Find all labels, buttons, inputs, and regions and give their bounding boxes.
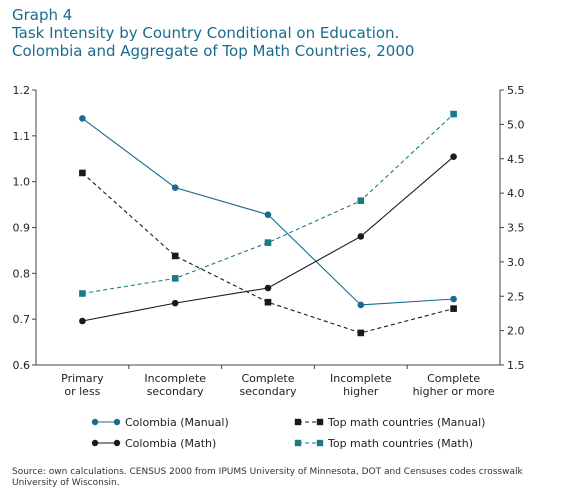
- data-point-colombia-manual: [171, 184, 179, 191]
- y-left-tick-label: 0.6: [13, 359, 31, 372]
- x-tick-label: Incomplete: [144, 372, 206, 385]
- y-right-tick-label: 3.5: [507, 222, 525, 235]
- y-right-tick-label: 4.0: [507, 187, 525, 200]
- y-left-tick-label: 1.2: [13, 84, 31, 97]
- data-point-colombia-manual: [79, 115, 86, 122]
- legend-marker-colombia-manual: [91, 418, 99, 426]
- x-tick-label: Incomplete: [330, 372, 392, 385]
- legend-label-colombia-math: Colombia (Math): [125, 437, 216, 450]
- data-point-top-math-countries-math: [171, 275, 179, 282]
- chart-title-line-1: Task Intensity by Country Conditional on…: [12, 24, 400, 42]
- series-line-colombia-math: [82, 156, 454, 322]
- source-note: Source: own calculations. CENSUS 2000 fr…: [12, 467, 523, 488]
- y-left-tick-label: 1.0: [13, 176, 31, 189]
- y-right-tick-label: 2.0: [507, 325, 525, 338]
- series-line-top-math-countries-manual: [82, 172, 454, 334]
- x-tick-label: higher: [343, 385, 379, 398]
- data-point-colombia-manual: [264, 211, 272, 218]
- y-right-tick-label: 3.0: [507, 256, 525, 269]
- x-tick-label: Complete: [427, 372, 480, 385]
- x-tick-label: higher or more: [413, 385, 495, 398]
- chart-area: 0.6 0.7 0.8 0.9 1.0 1.1 1.2 1.5 2.0 2.5 3.0 3.5 4.0 4…: [13, 84, 525, 450]
- data-point-colombia-math: [79, 317, 86, 325]
- data-point-top-math-countries-manual: [79, 169, 86, 177]
- data-point-colombia-math: [357, 233, 365, 240]
- y-right-tick-label: 4.5: [507, 153, 525, 166]
- legend-marker-top-math-countries-manual: [294, 418, 302, 426]
- legend-label-top-math-countries-manual: Top math countries (Manual): [327, 416, 485, 429]
- x-tick-label: Complete: [241, 372, 294, 385]
- data-point-top-math-countries-manual: [264, 298, 272, 306]
- data-point-top-math-countries-manual: [357, 329, 365, 337]
- data-point-colombia-math: [171, 299, 179, 307]
- graph-label: Graph 4: [12, 6, 73, 24]
- y-right-tick-label: 2.5: [507, 290, 525, 303]
- legend-marker-colombia-manual: [113, 418, 121, 426]
- data-point-colombia-math: [264, 284, 272, 292]
- legend-marker-colombia-math: [91, 439, 99, 447]
- chart-title-line-2: Colombia and Aggregate of Top Math Count…: [12, 42, 415, 60]
- data-point-top-math-countries-math: [357, 197, 365, 204]
- legend-label-colombia-manual: Colombia (Manual): [125, 416, 229, 429]
- legend-marker-top-math-countries-manual: [316, 418, 324, 426]
- x-tick-label: secondary: [147, 385, 204, 398]
- data-point-colombia-manual: [450, 295, 457, 303]
- legend-marker-top-math-countries-math: [316, 439, 324, 447]
- y-right-tick-label: 5.5: [507, 84, 525, 97]
- y-left-tick-label: 0.7: [13, 313, 31, 326]
- y-right-tick-label: 1.5: [507, 359, 525, 372]
- y-right-tick-label: 5.0: [507, 118, 525, 131]
- y-left-tick-label: 0.8: [13, 267, 31, 280]
- x-tick-label: secondary: [239, 385, 296, 398]
- data-point-colombia-manual: [357, 301, 365, 309]
- data-point-top-math-countries-manual: [171, 252, 179, 260]
- data-point-top-math-countries-math: [264, 239, 272, 246]
- data-point-top-math-countries-manual: [450, 305, 457, 312]
- legend-label-top-math-countries-math: Top math countries (Math): [327, 437, 473, 450]
- data-point-top-math-countries-math: [79, 290, 86, 297]
- legend-marker-top-math-countries-math: [294, 439, 302, 447]
- data-point-colombia-math: [450, 153, 457, 160]
- y-left-tick-label: 1.1: [13, 130, 31, 143]
- x-tick-label: Primary: [61, 372, 104, 385]
- data-point-top-math-countries-math: [450, 110, 457, 118]
- y-left-tick-label: 0.9: [13, 222, 31, 235]
- legend-marker-colombia-math: [113, 439, 121, 447]
- series-line-top-math-countries-math: [82, 113, 454, 295]
- x-tick-label: or less: [64, 385, 100, 398]
